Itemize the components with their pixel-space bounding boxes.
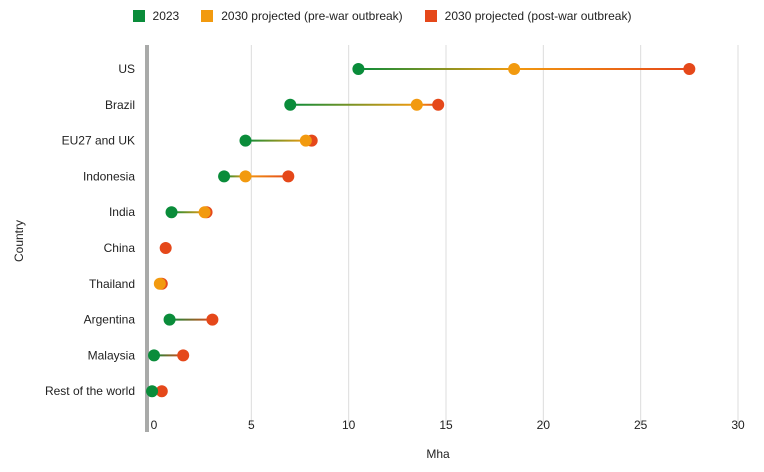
y-axis-title: Country <box>12 220 26 262</box>
point-0-3 <box>218 170 231 183</box>
x-tick-label-5: 5 <box>248 418 255 432</box>
y-tick-label-1: Brazil <box>105 98 135 112</box>
point-1-2 <box>299 134 312 147</box>
point-0-7 <box>163 313 176 326</box>
y-tick-label-5: China <box>104 241 136 255</box>
point-0-1 <box>284 98 297 111</box>
x-tick-label-30: 30 <box>731 418 745 432</box>
x-tick-label-25: 25 <box>634 418 648 432</box>
point-0-8 <box>148 349 160 362</box>
legend-label-2023: 2023 <box>152 9 180 23</box>
point-1-1 <box>410 98 423 111</box>
legend-swatch-post-war <box>424 10 437 22</box>
x-tick-label-15: 15 <box>439 418 453 432</box>
point-1-4 <box>198 206 211 219</box>
point-2-3 <box>282 170 295 183</box>
x-axis-title: Mha <box>426 447 450 461</box>
point-2-5 <box>159 242 172 254</box>
point-2-1 <box>432 98 445 111</box>
point-2-0 <box>683 63 696 75</box>
legend-item-2023: 2023 <box>132 9 180 23</box>
connector-lines <box>152 68 690 393</box>
legend-item-pre-war: 2030 projected (pre-war outbreak) <box>201 9 403 23</box>
legend-swatch-2023 <box>132 10 145 22</box>
y-tick-label-6: Thailand <box>89 277 135 291</box>
y-tick-label-8: Malaysia <box>88 348 136 362</box>
y-tick-label-4: India <box>109 205 135 219</box>
y-tick-label-9: Rest of the world <box>45 384 135 398</box>
grid-lines <box>250 45 739 426</box>
data-points <box>146 63 696 398</box>
y-tick-label-3: Indonesia <box>83 169 135 183</box>
y-tick-label-2: EU27 and UK <box>62 134 135 148</box>
legend-item-post-war: 2030 projected (post-war outbreak) <box>424 9 632 23</box>
legend-swatch-pre-war <box>201 10 214 22</box>
legend-label-pre-war: 2030 projected (pre-war outbreak) <box>221 9 403 23</box>
point-2-9 <box>155 385 168 398</box>
x-tick-label-20: 20 <box>537 418 551 432</box>
legend: 2023 2030 projected (pre-war outbreak) 2… <box>0 9 764 23</box>
y-tick-label-7: Argentina <box>84 313 136 327</box>
x-tick-label-10: 10 <box>342 418 356 432</box>
y-tick-label-0: US <box>118 62 135 76</box>
y-tick-labels: US Brazil EU27 and UK Indonesia India China Th… <box>45 62 135 398</box>
x-tick-label-0: 0 <box>151 418 158 432</box>
point-0-4 <box>165 206 178 219</box>
point-1-0 <box>508 63 521 75</box>
point-0-0 <box>352 63 365 75</box>
point-1-3 <box>239 170 252 183</box>
legend-label-post-war: 2030 projected (post-war outbreak) <box>444 9 632 23</box>
point-0-2 <box>239 134 252 147</box>
point-1-6 <box>153 277 166 290</box>
x-tick-labels: 0 5 10 15 20 25 30 <box>151 418 745 432</box>
point-2-8 <box>177 349 190 362</box>
point-0-9 <box>146 385 159 398</box>
y-axis-baseline <box>145 45 149 432</box>
point-2-7 <box>206 313 219 326</box>
y-axis-bar <box>145 45 149 432</box>
